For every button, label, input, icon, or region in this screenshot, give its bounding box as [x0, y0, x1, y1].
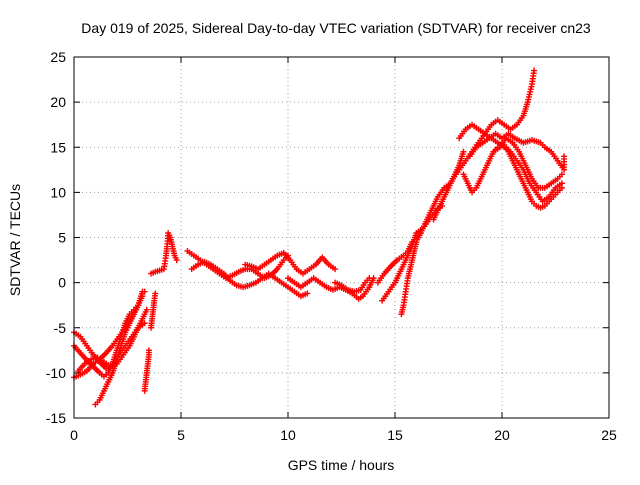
series-track-u: [466, 130, 568, 173]
series-track-p: [398, 229, 422, 318]
y-tick-label: 10: [50, 184, 66, 200]
series-track-g: [148, 290, 159, 331]
grid-layer: [74, 57, 609, 418]
y-tick-label: 5: [58, 230, 66, 246]
y-axis-label: SDTVAR / TECUs: [7, 184, 23, 296]
y-tick-label: -10: [46, 365, 66, 381]
series-track-v: [490, 135, 565, 191]
data-point: [145, 347, 152, 354]
data-point: [531, 67, 538, 74]
y-tick-label: -15: [46, 410, 66, 426]
series-track-f: [141, 347, 152, 394]
x-tick-label: 15: [387, 427, 403, 443]
y-tick-label: -5: [54, 320, 67, 336]
x-tick-label: 20: [494, 427, 510, 443]
data-point: [304, 290, 311, 297]
x-tick-label: 10: [280, 427, 296, 443]
chart-title: Day 019 of 2025, Sidereal Day-to-day VTE…: [81, 20, 591, 36]
series-track-e: [75, 306, 150, 375]
data-point: [366, 275, 373, 282]
x-tick-label: 5: [177, 427, 185, 443]
data-point: [460, 148, 467, 155]
data-point: [332, 266, 339, 273]
y-tick-label: 20: [50, 94, 66, 110]
data-point: [173, 257, 180, 264]
series-track-h: [148, 229, 180, 277]
data-point: [558, 180, 565, 187]
x-tick-label: 0: [70, 427, 78, 443]
y-tick-label: 15: [50, 139, 66, 155]
series-track-d: [92, 288, 148, 408]
data-point: [561, 153, 568, 160]
series-track-q: [415, 148, 467, 241]
data-point: [143, 306, 150, 313]
x-axis-label: GPS time / hours: [288, 457, 395, 473]
data-point: [558, 171, 565, 178]
series-track-m: [332, 275, 373, 295]
tick-layer: 0 5 10 15 20 25 -15 -10 -5 0 5 10 15 20 25: [46, 49, 617, 443]
series-track-j: [188, 258, 311, 300]
y-tick-label: 0: [58, 275, 66, 291]
series-track-r: [430, 67, 538, 223]
y-tick-label: 25: [50, 49, 66, 65]
series-track-k: [242, 249, 339, 277]
data-point: [152, 290, 159, 297]
data-point: [141, 288, 148, 295]
data-layer: [71, 67, 568, 408]
x-tick-label: 25: [601, 427, 617, 443]
